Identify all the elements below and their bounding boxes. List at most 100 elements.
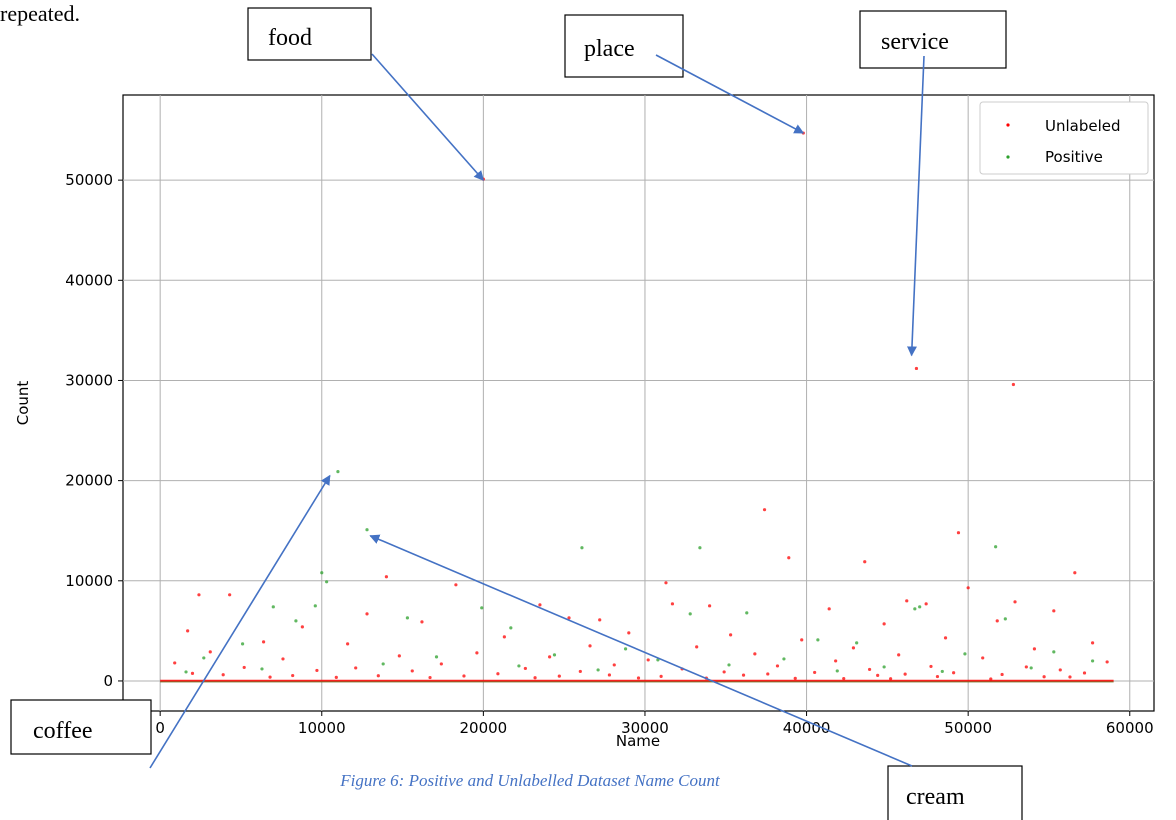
callout-label-food: food (268, 25, 312, 51)
data-point-unlabeled (1013, 600, 1017, 604)
data-point-positive (381, 662, 385, 666)
data-point-unlabeled (1068, 675, 1072, 679)
figure-caption: Figure 6: Positive and Unlabelled Datase… (339, 771, 721, 790)
data-point-unlabeled (428, 675, 432, 680)
scatter-chart: 0 10000 20000 30000 40000 50000 60000 0 10000 200… (14, 94, 1155, 750)
data-point-positive (517, 664, 521, 668)
data-point-positive (727, 663, 731, 667)
data-point-unlabeled (346, 642, 350, 646)
x-axis-label: Name (616, 732, 660, 750)
data-point-unlabeled (722, 670, 726, 674)
data-point-unlabeled (557, 674, 561, 678)
data-point-positive (509, 626, 513, 630)
data-point-unlabeled (300, 625, 304, 629)
data-point-positive (202, 656, 206, 660)
data-point-unlabeled (905, 599, 909, 603)
data-point-unlabeled (981, 656, 985, 660)
data-point-positive (994, 545, 998, 549)
callout-box-place (564, 14, 684, 78)
data-point-unlabeled (462, 674, 466, 678)
data-point-unlabeled (410, 669, 414, 673)
callout-arrow-service (906, 55, 925, 357)
data-point-unlabeled (548, 655, 552, 659)
y-tick-label: 10000 (65, 572, 113, 590)
legend-label-positive: Positive (1045, 148, 1103, 166)
data-point-positive (782, 657, 786, 661)
data-point-unlabeled (496, 672, 500, 676)
data-point-unlabeled (956, 531, 961, 535)
data-point-unlabeled (897, 653, 901, 657)
axis-ticks: 0 10000 20000 30000 40000 50000 60000 0 10000 200… (65, 171, 1153, 737)
data-point-unlabeled (1052, 609, 1056, 613)
data-point-unlabeled (1090, 641, 1095, 645)
data-point-positive (963, 652, 967, 656)
data-point-unlabeled (800, 638, 804, 642)
callout-label-coffee: coffee (33, 718, 93, 744)
data-point-positive (1052, 650, 1056, 654)
data-point-unlabeled (261, 640, 266, 644)
callout-place: place (564, 14, 805, 134)
data-point-unlabeled (291, 673, 295, 678)
x-tick-label: 30000 (621, 719, 669, 737)
data-point-unlabeled (863, 560, 867, 564)
x-tick-label: 40000 (783, 719, 831, 737)
data-point-unlabeled (935, 674, 940, 679)
data-point-positive (313, 604, 317, 608)
data-point-positive (816, 638, 820, 642)
data-point-unlabeled (659, 674, 663, 678)
data-point-unlabeled (354, 666, 358, 670)
data-point-positive (1003, 617, 1007, 621)
data-point-unlabeled (664, 581, 668, 585)
data-points (160, 131, 1114, 683)
data-point-unlabeled (173, 661, 177, 665)
data-point-unlabeled (1011, 382, 1016, 387)
data-point-positive (336, 470, 340, 474)
data-point-unlabeled (186, 629, 190, 633)
data-point-unlabeled (766, 672, 770, 676)
data-point-unlabeled (914, 366, 919, 371)
chart-legend: Unlabeled Positive (979, 101, 1149, 175)
data-point-positive (882, 665, 886, 669)
data-point-unlabeled (903, 672, 907, 676)
legend-label-unlabeled: Unlabeled (1045, 117, 1121, 135)
data-point-unlabeled (729, 633, 733, 637)
plot-area (122, 94, 1155, 712)
callout-box-cream (887, 765, 1023, 820)
callout-cream: cream (369, 534, 1023, 820)
callout-box-coffee (10, 699, 152, 755)
data-point-unlabeled (708, 604, 712, 608)
y-axis-label: Count (14, 381, 32, 426)
data-point-unlabeled (190, 671, 195, 675)
data-point-positive (698, 546, 702, 550)
data-point-positive (623, 647, 628, 651)
callout-arrow-coffee (149, 474, 331, 769)
grid-lines (123, 95, 1154, 711)
data-point-unlabeled (787, 556, 791, 560)
data-point-unlabeled (753, 652, 757, 656)
data-point-positive (434, 655, 439, 659)
data-point-unlabeled (612, 663, 616, 667)
y-tick-label: 20000 (65, 472, 113, 490)
data-point-unlabeled (1000, 672, 1004, 677)
data-point-unlabeled (598, 618, 602, 622)
legend-marker-unlabeled (1006, 123, 1010, 127)
data-point-positive (271, 605, 275, 609)
y-tick-label: 50000 (65, 171, 113, 189)
data-point-positive (240, 642, 245, 646)
callout-box-food (247, 7, 372, 61)
data-point-positive (745, 611, 749, 615)
data-point-unlabeled (502, 635, 506, 639)
callout-service: service (859, 10, 1007, 357)
data-point-unlabeled (1058, 668, 1062, 672)
callout-food: food (247, 7, 485, 181)
data-point-unlabeled (989, 677, 993, 681)
data-point-unlabeled (533, 676, 537, 680)
data-point-unlabeled (695, 645, 699, 649)
data-point-unlabeled (888, 677, 893, 681)
data-point-unlabeled (475, 651, 479, 655)
y-tick-label: 40000 (65, 271, 113, 289)
data-point-positive (260, 667, 264, 671)
data-point-unlabeled (242, 665, 246, 670)
data-point-unlabeled (334, 675, 338, 679)
legend-frame (979, 101, 1149, 175)
